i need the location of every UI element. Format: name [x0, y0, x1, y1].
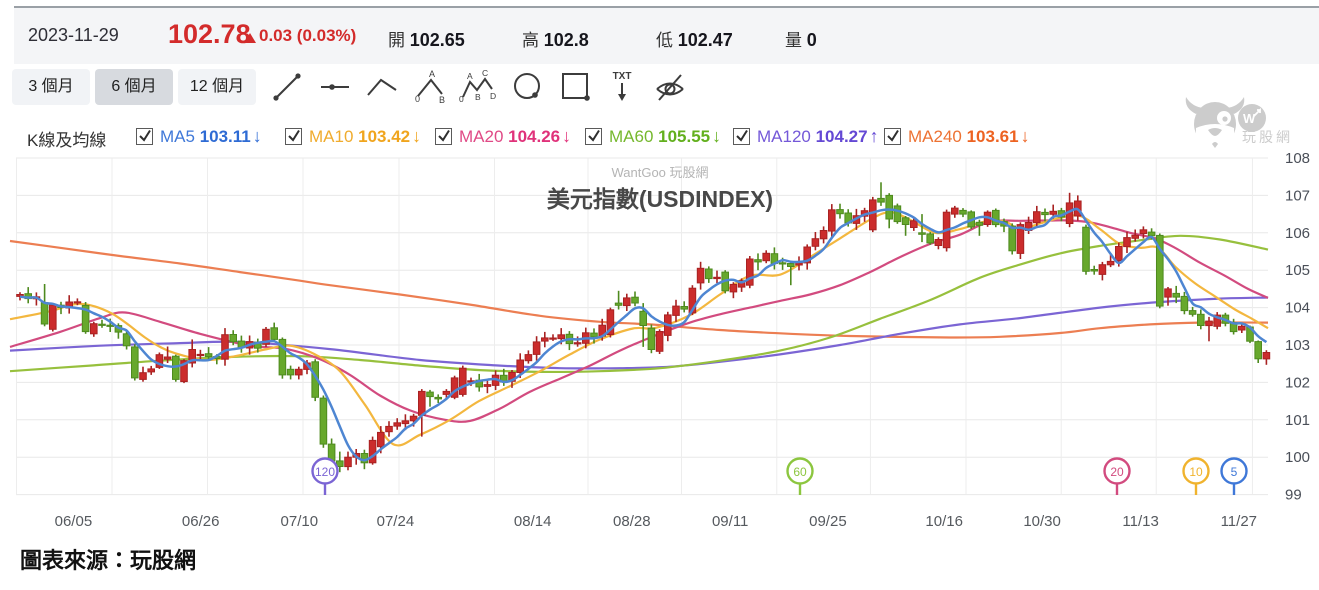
svg-text:11/27: 11/27	[1221, 513, 1257, 530]
svg-text:10/16: 10/16	[925, 513, 963, 530]
svg-text:B: B	[475, 92, 481, 102]
svg-text:107: 107	[1285, 187, 1310, 204]
svg-text:5: 5	[1231, 465, 1238, 479]
svg-text:20: 20	[1110, 465, 1124, 479]
svg-text:108: 108	[1285, 150, 1310, 167]
svg-text:WantGoo 玩股網: WantGoo 玩股網	[611, 165, 708, 180]
svg-text:0: 0	[459, 94, 464, 104]
svg-text:D: D	[490, 91, 496, 101]
svg-text:玩股網: 玩股網	[1242, 129, 1293, 145]
svg-text:104: 104	[1285, 300, 1310, 317]
svg-text:10/30: 10/30	[1023, 513, 1061, 530]
svg-text:08/14: 08/14	[514, 513, 552, 530]
svg-text:A: A	[467, 71, 473, 81]
svg-text:120: 120	[315, 465, 335, 479]
svg-text:07/24: 07/24	[377, 513, 415, 530]
svg-text:99: 99	[1285, 487, 1302, 504]
svg-text:106: 106	[1285, 225, 1310, 242]
svg-text:100: 100	[1285, 449, 1310, 466]
svg-text:07/10: 07/10	[281, 513, 319, 530]
svg-text:105: 105	[1285, 262, 1310, 279]
svg-text:B: B	[439, 95, 445, 105]
svg-text:11/13: 11/13	[1122, 513, 1158, 530]
svg-text:101: 101	[1285, 412, 1310, 429]
svg-text:60: 60	[793, 465, 807, 479]
svg-text:10: 10	[1189, 465, 1203, 479]
svg-text:102: 102	[1285, 374, 1310, 391]
svg-text:06/05: 06/05	[55, 513, 93, 530]
svg-text:0: 0	[415, 94, 420, 104]
svg-text:09/25: 09/25	[809, 513, 847, 530]
svg-text:06/26: 06/26	[182, 513, 220, 530]
svg-text:W: W	[1243, 111, 1256, 126]
svg-text:TXT: TXT	[613, 71, 632, 82]
svg-text:103: 103	[1285, 337, 1310, 354]
svg-text:A: A	[429, 69, 435, 79]
svg-text:C: C	[482, 68, 488, 78]
svg-text:08/28: 08/28	[613, 513, 651, 530]
svg-text:09/11: 09/11	[712, 513, 748, 530]
svg-text:美元指數(USDINDEX): 美元指數(USDINDEX)	[547, 186, 773, 212]
